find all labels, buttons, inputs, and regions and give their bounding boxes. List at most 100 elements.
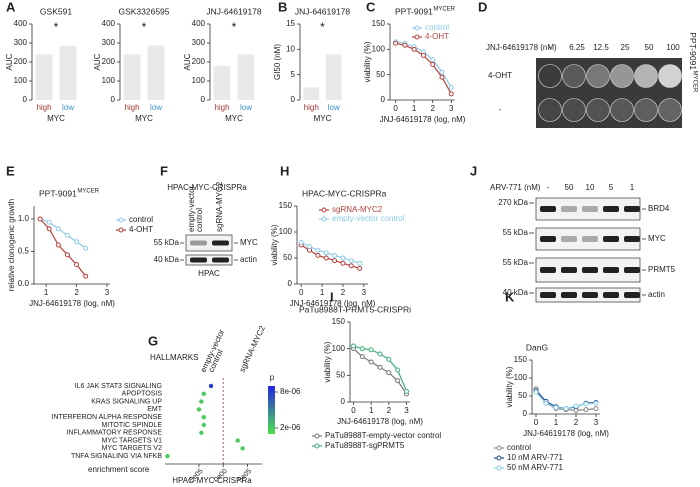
well bbox=[658, 64, 682, 88]
data-point bbox=[74, 262, 80, 267]
band bbox=[540, 292, 556, 298]
data-point bbox=[563, 406, 569, 412]
band bbox=[624, 292, 640, 298]
band bbox=[540, 267, 556, 273]
legend-label: control bbox=[425, 23, 449, 32]
legend-marker bbox=[314, 443, 320, 449]
title: PPT-9091 bbox=[395, 6, 433, 16]
dot bbox=[201, 422, 206, 428]
dose-label: 6.25 bbox=[569, 43, 585, 52]
data-point bbox=[351, 343, 357, 349]
legend-label: 4-OHT bbox=[425, 32, 449, 41]
data-point bbox=[323, 255, 329, 261]
well bbox=[586, 98, 610, 122]
y-tick-label: 1.0 bbox=[18, 214, 30, 223]
data-point bbox=[430, 56, 436, 62]
x-tick-label: 2 bbox=[387, 406, 392, 415]
marker-label: 55 kDa bbox=[503, 258, 529, 267]
data-point bbox=[37, 216, 43, 222]
data-point bbox=[377, 351, 383, 357]
title: GSK591 bbox=[40, 6, 72, 16]
blot-box bbox=[185, 254, 233, 266]
protein-label: MYC bbox=[240, 238, 258, 247]
legend-label: empty-vector control bbox=[332, 214, 405, 223]
data-point bbox=[543, 400, 549, 406]
well bbox=[586, 64, 610, 88]
band bbox=[603, 206, 619, 212]
data-point bbox=[420, 52, 426, 58]
data-point bbox=[357, 265, 363, 271]
panel-letter: K bbox=[505, 289, 515, 304]
data-point bbox=[368, 347, 374, 353]
well bbox=[538, 98, 562, 122]
x-tick-label: 3 bbox=[449, 104, 454, 113]
y-tick-label: 100 bbox=[332, 344, 346, 353]
protein-label: BRD4 bbox=[648, 204, 670, 213]
y-tick-label: 200 bbox=[14, 57, 28, 66]
term-label: INTERFERON ALPHA RESPONSE bbox=[52, 414, 163, 421]
dose-label: 50 bbox=[645, 43, 654, 52]
title: JNJ-64619178 bbox=[206, 6, 262, 16]
legend-title: p bbox=[270, 373, 275, 382]
data-point bbox=[323, 250, 329, 256]
bar bbox=[325, 54, 342, 100]
x-tick-label: high bbox=[124, 103, 139, 112]
x-axis-label: enrichment score bbox=[88, 465, 150, 474]
term-label: MITOTIC SPINDLE bbox=[101, 422, 162, 429]
legend-marker bbox=[321, 216, 327, 222]
y-tick-label: 300 bbox=[192, 38, 206, 47]
column-label: sgRNA-MYC2 bbox=[238, 324, 268, 374]
y-tick-label: 200 bbox=[192, 57, 206, 66]
x-tick-label: 2 bbox=[341, 288, 346, 297]
data-point bbox=[402, 42, 408, 48]
bar bbox=[59, 45, 77, 100]
marker-label: 40 kDa bbox=[154, 255, 180, 264]
colorbar-label: 2e-06 bbox=[280, 423, 301, 432]
y-tick-label: 50 bbox=[518, 391, 527, 400]
data-point bbox=[403, 388, 409, 394]
series-line bbox=[39, 218, 87, 277]
title-superscript: MYCER bbox=[77, 189, 99, 195]
data-point bbox=[46, 219, 52, 225]
y-axis-label: relative clonogenic growth bbox=[7, 199, 16, 292]
y-tick-label: 100 bbox=[102, 76, 116, 85]
dose-label: 12.5 bbox=[593, 43, 609, 52]
data-point bbox=[439, 69, 445, 75]
x-tick-label: 2 bbox=[74, 288, 79, 297]
legend-marker bbox=[321, 207, 327, 213]
y-tick-label: 100 bbox=[192, 76, 206, 85]
term-label: IL6 JAK STAT3 SIGNALING bbox=[75, 383, 162, 390]
x-tick-label: 3 bbox=[105, 288, 110, 297]
bar bbox=[35, 54, 53, 100]
data-point bbox=[386, 370, 392, 376]
lane-label: control bbox=[195, 208, 204, 232]
panel-letter: A bbox=[6, 0, 16, 14]
well bbox=[610, 64, 634, 88]
x-tick-label: 1 bbox=[412, 104, 417, 113]
y-tick-label: 0 bbox=[381, 95, 386, 104]
x-tick-label: low bbox=[240, 103, 252, 112]
data-point bbox=[55, 242, 61, 248]
x-tick-label: low bbox=[328, 103, 340, 112]
data-point bbox=[64, 252, 70, 258]
y-tick-label: 150 bbox=[372, 19, 386, 28]
x-axis-label: JNJ-64619178 (log, nM) bbox=[29, 299, 115, 308]
marker-label: 270 kDa bbox=[498, 198, 528, 207]
cell-label: HPAC bbox=[198, 269, 220, 278]
band bbox=[190, 240, 207, 246]
y-tick-label: 0 bbox=[291, 95, 296, 104]
term-label: INFLAMMATORY RESPONSE bbox=[66, 430, 162, 437]
term-label: MYC TARGETS V2 bbox=[102, 445, 163, 452]
data-point bbox=[593, 400, 599, 406]
band bbox=[212, 240, 229, 246]
lane-label: empty-vector bbox=[187, 185, 196, 232]
band bbox=[540, 236, 556, 242]
data-point bbox=[377, 364, 383, 370]
y-tick-label: 100 bbox=[279, 227, 293, 236]
data-point bbox=[386, 356, 392, 362]
data-point bbox=[298, 239, 304, 245]
x-tick-label: 0 bbox=[534, 418, 539, 427]
y-tick-label: 15 bbox=[286, 19, 295, 28]
dot bbox=[165, 454, 170, 459]
y-axis-label: viability (%) bbox=[323, 341, 332, 382]
